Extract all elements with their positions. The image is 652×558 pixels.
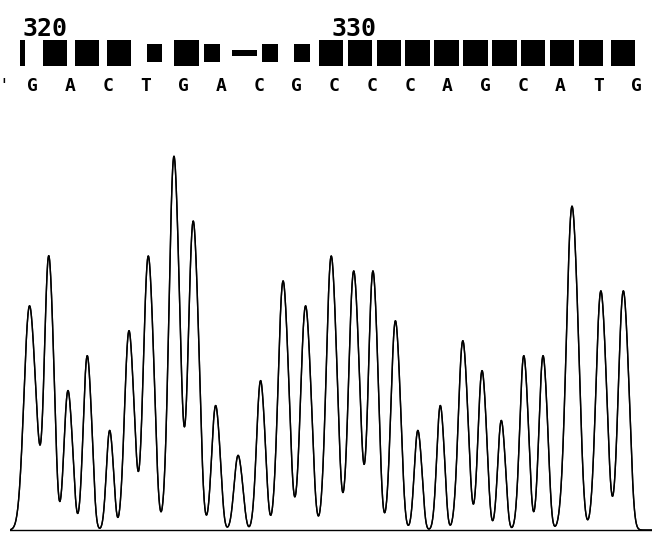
Text: G: G bbox=[291, 78, 302, 95]
Text: C: C bbox=[366, 78, 378, 95]
Text: A: A bbox=[555, 78, 566, 95]
Text: T: T bbox=[140, 78, 151, 95]
Bar bbox=[75, 40, 99, 66]
Bar bbox=[294, 44, 310, 62]
Bar bbox=[377, 40, 401, 66]
Bar bbox=[204, 44, 220, 62]
Bar bbox=[406, 40, 430, 66]
Bar bbox=[43, 40, 67, 66]
Bar bbox=[319, 40, 343, 66]
Bar bbox=[550, 40, 574, 66]
Text: ': ' bbox=[0, 78, 10, 95]
Text: C: C bbox=[518, 78, 528, 95]
Bar bbox=[521, 40, 546, 66]
Bar bbox=[464, 40, 488, 66]
Text: 320: 320 bbox=[23, 17, 68, 41]
Text: A: A bbox=[65, 78, 76, 95]
Bar bbox=[348, 40, 372, 66]
Bar bbox=[611, 40, 635, 66]
Bar bbox=[20, 40, 25, 66]
Bar bbox=[174, 40, 199, 66]
Bar bbox=[492, 40, 516, 66]
Text: G: G bbox=[27, 78, 38, 95]
Bar bbox=[262, 44, 278, 62]
Text: T: T bbox=[593, 78, 604, 95]
Text: C: C bbox=[102, 78, 113, 95]
Bar bbox=[147, 44, 162, 62]
Bar bbox=[579, 40, 603, 66]
Bar bbox=[434, 40, 459, 66]
Text: A: A bbox=[216, 78, 226, 95]
Text: C: C bbox=[254, 78, 264, 95]
Text: C: C bbox=[329, 78, 340, 95]
Bar bbox=[107, 40, 131, 66]
Bar bbox=[232, 50, 256, 56]
Text: A: A bbox=[442, 78, 452, 95]
Text: G: G bbox=[630, 78, 642, 95]
Text: G: G bbox=[480, 78, 490, 95]
Text: 330: 330 bbox=[331, 17, 376, 41]
Text: C: C bbox=[404, 78, 415, 95]
Text: G: G bbox=[178, 78, 189, 95]
